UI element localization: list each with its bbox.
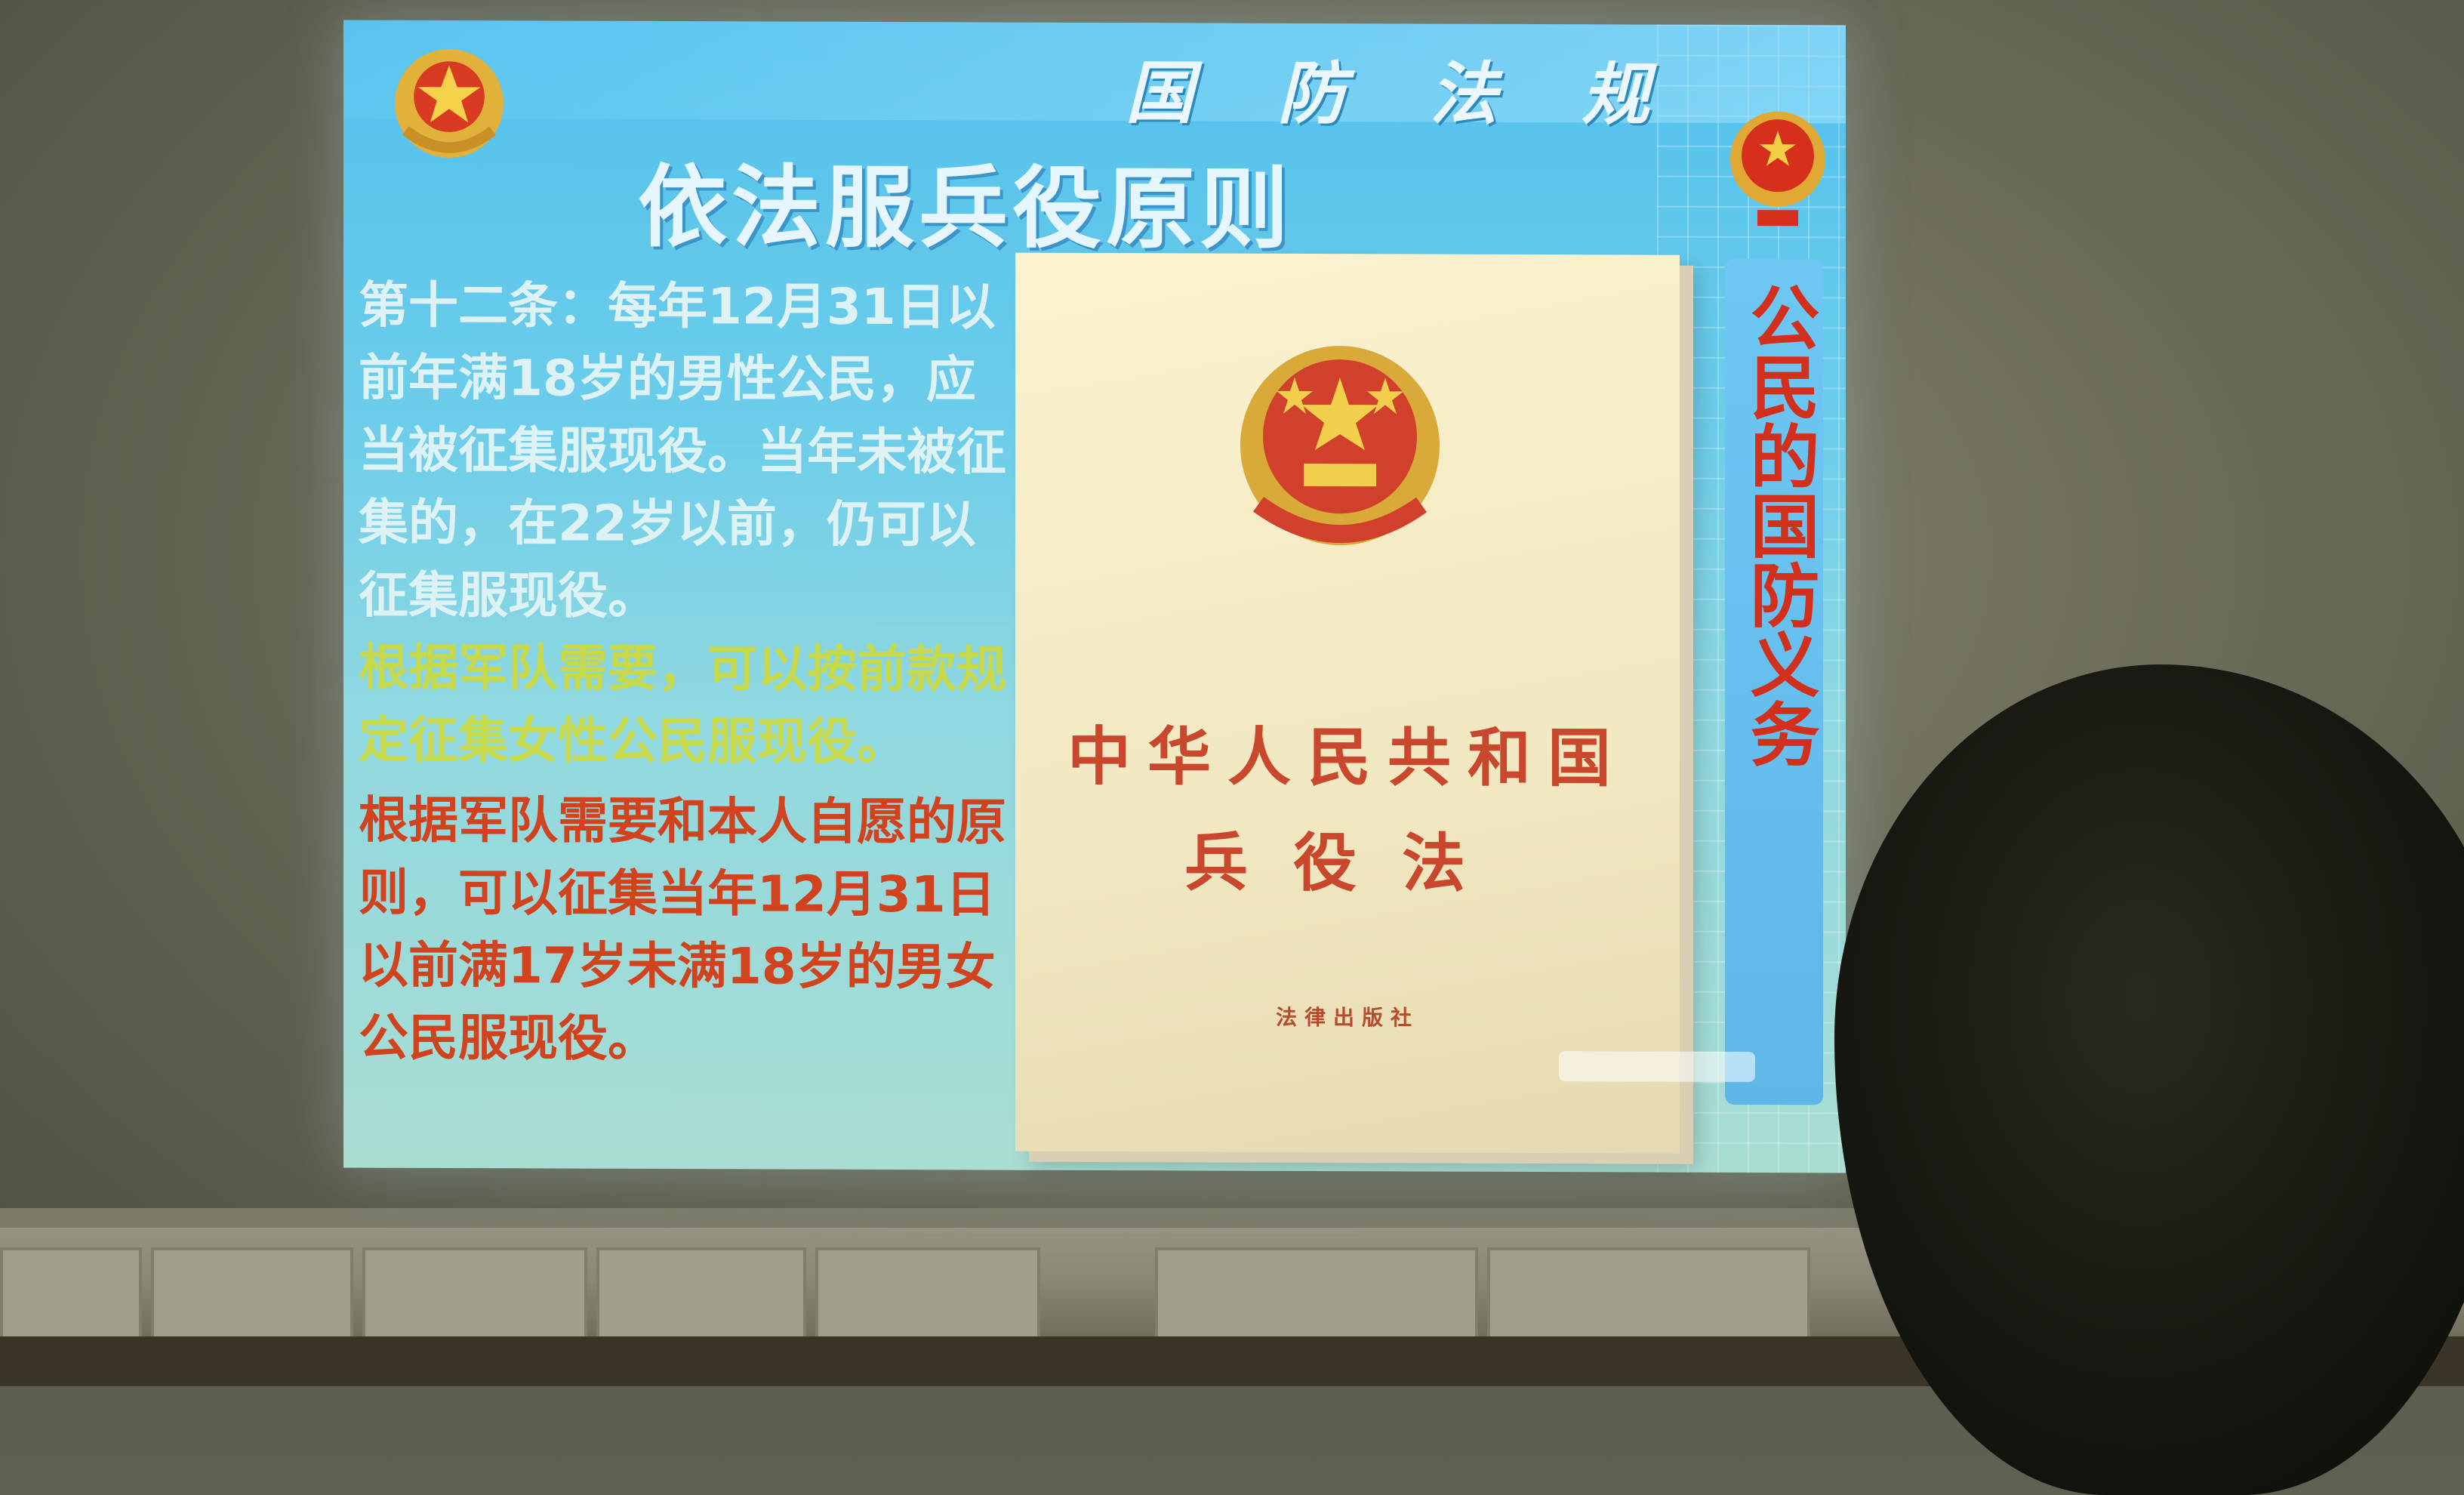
presentation-toolbar bbox=[1559, 1051, 1755, 1083]
article-paragraph: 第十二条：每年12月31日以前年满18岁的男性公民，应当被征集服现役。当年未被征… bbox=[359, 276, 1006, 625]
article-paragraph-emphasis: 根据军队需要和本人自愿的原则，可以征集当年12月31日以前满17岁未满18岁的男… bbox=[359, 791, 1006, 1068]
projected-slide: 国 防 法 规 依法服兵役原则 第十二条：每年12月31日以前年满18岁的男性公… bbox=[343, 20, 1846, 1173]
article-paragraph-highlight: 根据军队需要，可以按前款规定征集女性公民服现役。 bbox=[359, 638, 1006, 772]
slide-text-block: 第十二条：每年12月31日以前年满18岁的男性公民，应当被征集服现役。当年未被征… bbox=[359, 270, 1008, 1077]
national-emblem-icon bbox=[1240, 346, 1440, 546]
book-title: 中华人民共和国 bbox=[1067, 718, 1628, 796]
viewer-head-silhouette bbox=[1834, 664, 2464, 1495]
book-cover: 中华人民共和国 兵役法 法律出版社 bbox=[1015, 252, 1680, 1154]
slide-title: 依法服兵役原则 bbox=[638, 154, 1294, 261]
national-emblem-icon bbox=[1730, 111, 1825, 227]
sidebar-vertical-title: 公民的国防义务 bbox=[1739, 281, 1819, 769]
military-emblem-icon bbox=[395, 49, 504, 159]
slide-sidebar: 公民的国防义务 bbox=[1725, 258, 1823, 1105]
slide-header-text: 国 防 法 规 bbox=[1126, 54, 1680, 135]
book-publisher: 法律出版社 bbox=[1275, 1004, 1419, 1031]
book-subtitle: 兵役法 bbox=[1184, 825, 1511, 901]
